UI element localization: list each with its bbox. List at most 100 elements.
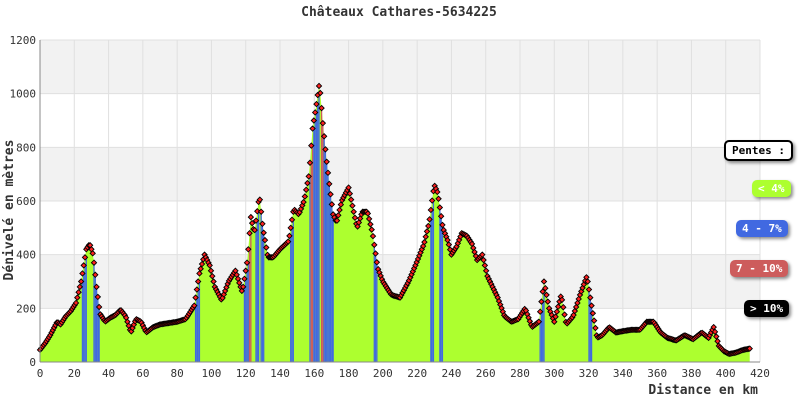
x-tick-label: 100 bbox=[201, 367, 221, 380]
profile-point bbox=[89, 250, 96, 257]
x-tick-label: 180 bbox=[339, 367, 359, 380]
profile-point bbox=[711, 328, 719, 336]
x-tick-label: 360 bbox=[647, 367, 667, 380]
profile-point bbox=[310, 117, 318, 124]
profile-point bbox=[373, 259, 381, 266]
x-tick-label: 60 bbox=[136, 367, 149, 380]
profile-point bbox=[552, 313, 559, 320]
x-tick-label: 0 bbox=[37, 367, 44, 380]
x-tick-label: 20 bbox=[68, 367, 81, 380]
profile-point bbox=[584, 278, 591, 285]
profile-point bbox=[76, 283, 84, 291]
profile-point bbox=[590, 317, 598, 324]
profile-point bbox=[79, 270, 86, 277]
profile-point bbox=[263, 244, 270, 251]
profile-point bbox=[252, 217, 260, 224]
profile-point bbox=[311, 109, 319, 116]
profile-point bbox=[327, 191, 334, 198]
profile-point bbox=[320, 133, 328, 140]
profile-point bbox=[746, 345, 753, 352]
profile-point bbox=[553, 308, 561, 315]
profile-point bbox=[335, 212, 342, 219]
profile-point bbox=[554, 303, 562, 310]
profile-point bbox=[207, 267, 215, 275]
profile-point bbox=[536, 308, 544, 315]
x-tick-label: 380 bbox=[681, 367, 701, 380]
profile-point bbox=[300, 198, 307, 206]
profile-point bbox=[313, 100, 320, 108]
profile-point bbox=[347, 196, 355, 203]
profile-point bbox=[197, 265, 204, 272]
profile-point bbox=[318, 104, 325, 112]
profile-point bbox=[368, 226, 375, 233]
profile-point bbox=[333, 217, 341, 224]
profile-point bbox=[90, 259, 98, 266]
profile-point bbox=[92, 271, 99, 279]
legend-item-gt10: > 10% bbox=[744, 300, 790, 317]
profile-point bbox=[588, 302, 595, 309]
profile-point bbox=[589, 310, 597, 317]
profile-point bbox=[345, 184, 352, 191]
profile-point bbox=[364, 210, 372, 217]
profile-point bbox=[538, 298, 545, 305]
profile-point bbox=[260, 229, 267, 236]
profile-point bbox=[74, 294, 81, 301]
y-tick-label: 800 bbox=[16, 141, 36, 154]
profile-point bbox=[585, 286, 593, 293]
profile-point bbox=[328, 201, 336, 208]
profile-point bbox=[326, 180, 333, 188]
profile-point bbox=[369, 232, 377, 240]
x-tick-label: 160 bbox=[304, 367, 324, 380]
profile-point bbox=[194, 278, 202, 285]
profile-point bbox=[372, 250, 379, 257]
profile-point bbox=[209, 272, 216, 280]
profile-point bbox=[94, 293, 102, 301]
grid-band bbox=[40, 40, 760, 94]
profile-point bbox=[365, 215, 373, 223]
profile-point bbox=[540, 278, 548, 285]
profile-point bbox=[80, 262, 87, 269]
profile-point bbox=[351, 214, 359, 222]
legend-item-7-10: 7 - 10% bbox=[730, 260, 789, 277]
x-tick-label: 300 bbox=[544, 367, 564, 380]
profile-point bbox=[245, 246, 252, 253]
profile-point bbox=[436, 204, 444, 211]
profile-point bbox=[437, 212, 445, 220]
profile-point bbox=[317, 89, 324, 97]
profile-point bbox=[710, 323, 717, 331]
y-tick-label: 600 bbox=[16, 195, 36, 208]
profile-point bbox=[323, 158, 330, 165]
x-tick-label: 420 bbox=[750, 367, 770, 380]
profile-point bbox=[445, 241, 453, 248]
profile-point bbox=[346, 190, 354, 197]
profile-point bbox=[349, 202, 356, 209]
profile-point bbox=[210, 278, 217, 285]
profile-point bbox=[254, 208, 261, 215]
x-tick-label: 340 bbox=[613, 367, 633, 380]
profile-point bbox=[481, 262, 489, 269]
profile-point bbox=[257, 208, 265, 215]
grid-band bbox=[40, 147, 760, 201]
profile-point bbox=[193, 286, 201, 293]
profile-point bbox=[324, 169, 332, 177]
profile-point bbox=[246, 229, 253, 237]
profile-point bbox=[304, 179, 311, 187]
profile-point bbox=[198, 260, 206, 268]
x-tick-label: 260 bbox=[476, 367, 496, 380]
profile-point bbox=[543, 291, 550, 299]
x-tick-label: 240 bbox=[441, 367, 461, 380]
profile-point bbox=[426, 216, 433, 223]
profile-point bbox=[542, 284, 549, 292]
profile-point bbox=[95, 303, 103, 311]
profile-point bbox=[535, 318, 543, 325]
profile-point bbox=[75, 288, 82, 296]
profile-point bbox=[423, 228, 431, 235]
profile-point bbox=[425, 222, 432, 230]
profile-point bbox=[251, 226, 258, 234]
profile-point bbox=[315, 82, 323, 90]
profile-point bbox=[241, 275, 248, 283]
profile-point bbox=[72, 299, 80, 307]
profile-point bbox=[305, 173, 312, 180]
